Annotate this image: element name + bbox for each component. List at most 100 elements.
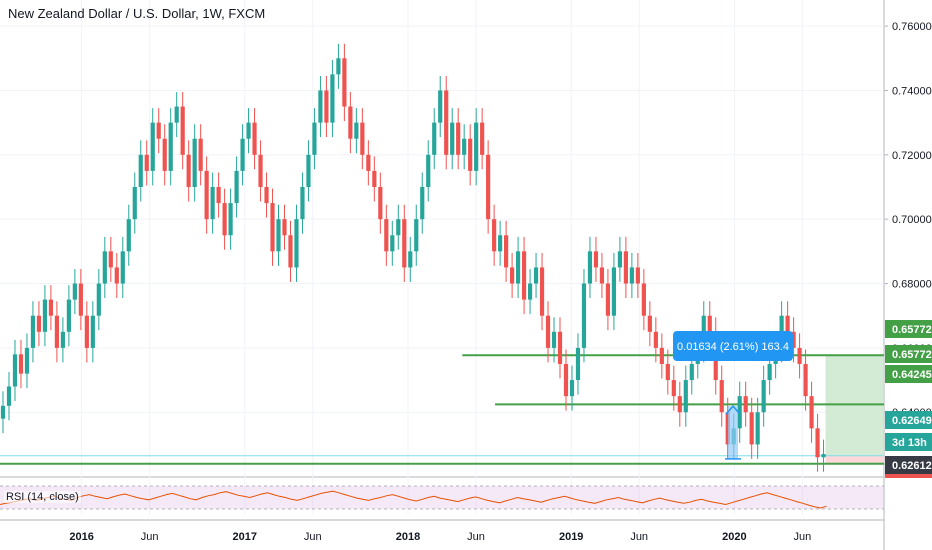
candle-body: [66, 299, 71, 332]
candle-body: [312, 122, 317, 155]
candle-body: [605, 283, 611, 316]
candle-body: [527, 283, 533, 300]
x-tick-label: Jun: [141, 531, 159, 543]
candle-body: [228, 203, 233, 236]
candle-body: [54, 315, 59, 348]
candle-body: [456, 122, 461, 155]
price-badge[interactable]: [885, 433, 932, 451]
y-tick-label: 0.68000: [892, 279, 932, 291]
x-tick-label: Jun: [467, 531, 485, 543]
candle-body: [294, 219, 299, 268]
price-badge[interactable]: [885, 456, 932, 474]
candle-body: [569, 380, 575, 397]
candle-body: [504, 235, 509, 268]
price-badge[interactable]: [885, 320, 932, 338]
candle-body: [384, 219, 389, 252]
measure-arrow-icon: [725, 404, 741, 415]
candle-body: [204, 170, 209, 220]
candle-body: [575, 347, 581, 381]
candle-body: [587, 251, 593, 284]
candle-body: [84, 315, 89, 348]
candle-body: [515, 251, 521, 284]
candle-body: [24, 347, 30, 374]
candle-body: [725, 412, 730, 445]
x-tick-label: Jun: [630, 531, 648, 543]
candle-body: [186, 154, 191, 187]
candle-body: [821, 454, 826, 458]
price-badge-label: 0.65772: [892, 324, 932, 336]
candle-body: [707, 315, 712, 332]
price-badge-label: 0.65772: [892, 349, 932, 361]
candle-body: [761, 380, 766, 413]
candle-body: [318, 90, 323, 123]
price-badge-label: 3d 13h: [892, 437, 927, 449]
candle-body: [300, 186, 305, 220]
candle-body: [96, 283, 101, 316]
rsi-line[interactable]: [0, 490, 827, 509]
target-zone[interactable]: [825, 355, 884, 456]
candle-body: [791, 331, 796, 348]
candle-body: [138, 154, 143, 187]
candle-body: [539, 267, 545, 316]
candle-body: [6, 386, 12, 406]
candle-body: [653, 331, 658, 348]
candle-body: [168, 122, 173, 171]
candle-body: [486, 154, 491, 220]
candle-body: [282, 219, 287, 236]
candle-body: [324, 90, 329, 123]
candle-body: [755, 412, 760, 445]
candle-body: [306, 154, 311, 187]
candle-body: [803, 363, 808, 397]
candle-body: [144, 154, 149, 171]
candle-body: [629, 267, 634, 284]
candle-body: [354, 122, 359, 139]
candle-body: [414, 219, 419, 252]
y-tick-label: 0.70000: [892, 214, 932, 226]
candle-body: [689, 363, 694, 381]
candle-body: [366, 154, 371, 171]
candle-body: [683, 380, 688, 413]
candle-body: [72, 283, 77, 300]
measure-range[interactable]: [728, 406, 738, 459]
candle-body: [264, 186, 269, 204]
x-tick-label: 2016: [69, 531, 93, 543]
candle-body: [545, 315, 551, 348]
candle-body: [102, 251, 107, 284]
candle-body: [641, 283, 646, 316]
candle-body: [378, 186, 383, 220]
price-badge[interactable]: [885, 411, 932, 429]
candle-body: [78, 283, 83, 316]
rsi-band: [0, 486, 884, 509]
x-tick-label: 2018: [396, 531, 420, 543]
candle-body: [521, 251, 527, 300]
measure-tooltip[interactable]: [673, 331, 793, 361]
candle-body: [767, 363, 772, 381]
candle-body: [222, 203, 227, 236]
candle-body: [120, 251, 125, 284]
price-badge[interactable]: [885, 365, 932, 383]
candle-body: [198, 138, 203, 171]
candle-body: [450, 122, 455, 155]
candle-body: [36, 315, 42, 332]
candle-body: [156, 122, 161, 139]
candle-body: [426, 154, 431, 187]
candle-body: [480, 122, 485, 155]
candle-body: [492, 219, 497, 252]
x-tick-label: Jun: [794, 531, 812, 543]
price-badge[interactable]: [885, 345, 932, 363]
candle-body: [599, 267, 605, 284]
candle-body: [677, 396, 682, 413]
candle-body: [557, 331, 563, 364]
candle-body: [462, 138, 467, 155]
candle-body: [396, 219, 401, 236]
candle-body: [288, 235, 293, 268]
candle-body: [498, 235, 503, 252]
candle-body: [210, 186, 215, 220]
rsi-label[interactable]: RSI (14, close): [4, 491, 81, 503]
stop-zone[interactable]: [825, 455, 884, 464]
candle-body: [126, 219, 131, 252]
candle-body: [150, 122, 155, 171]
candle-body: [408, 251, 413, 268]
candle-body: [180, 106, 185, 155]
